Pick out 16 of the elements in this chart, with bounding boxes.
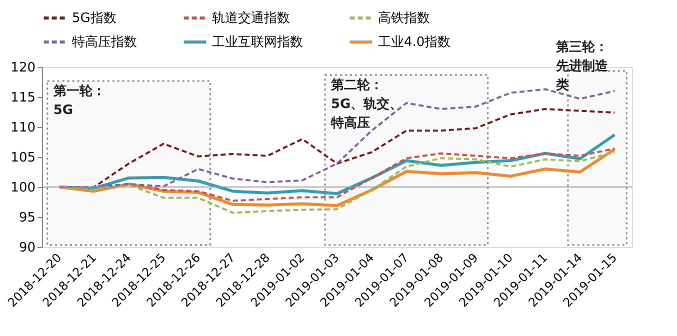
y-tick-label: 120 [10,60,36,76]
band-label: 第三轮：先进制造类 [554,40,609,93]
legend-label: 工业互联网指数 [212,35,303,50]
band-label: 第一轮：5G [52,84,106,118]
y-tick-label: 100 [10,180,36,196]
legend-label: 轨道交通指数 [212,10,290,26]
y-tick-label: 105 [10,150,36,166]
legend-label: 高铁指数 [378,10,430,26]
legend-label: 5G指数 [72,11,116,26]
y-tick-label: 115 [10,90,36,106]
legend-label: 特高压指数 [72,34,137,50]
y-tick-label: 110 [10,120,36,136]
legend-label: 工业4.0指数 [378,35,451,50]
band-label: 第二轮：5G、轨交、特高压 [330,78,403,131]
y-tick-label: 90 [18,240,36,256]
y-tick-label: 95 [18,210,36,226]
